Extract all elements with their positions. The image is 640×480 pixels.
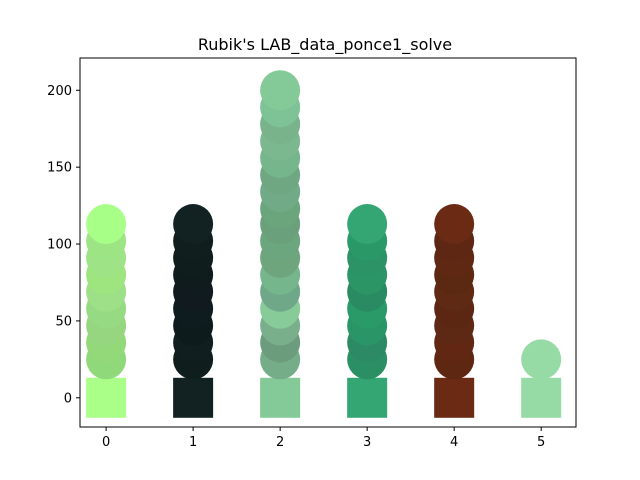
y-tick-label: 150 [47, 161, 72, 176]
square-marker [173, 377, 214, 418]
x-tick-label: 3 [363, 435, 371, 450]
plot-area [86, 70, 562, 418]
y-tick-label: 200 [47, 84, 72, 99]
y-tick-label: 100 [47, 238, 72, 253]
circle-marker [173, 204, 214, 245]
circle-marker [347, 204, 388, 245]
square-marker [434, 377, 475, 418]
x-tick-label: 5 [537, 435, 545, 450]
x-tick-label: 2 [276, 435, 284, 450]
circle-marker [521, 339, 562, 380]
circle-marker [260, 70, 301, 111]
y-tick-label: 0 [64, 391, 72, 406]
square-marker [521, 377, 562, 418]
y-tick-label: 50 [55, 314, 72, 329]
square-marker [86, 377, 127, 418]
chart-title: Rubik's LAB_data_ponce1_solve [198, 35, 452, 55]
square-marker [260, 377, 301, 418]
circle-marker [86, 204, 127, 245]
plot-frame [79, 57, 577, 428]
x-tick-label: 0 [102, 435, 110, 450]
x-tick-label: 4 [450, 435, 458, 450]
circle-marker [434, 204, 475, 245]
square-marker [347, 377, 388, 418]
x-tick-label: 1 [189, 435, 197, 450]
